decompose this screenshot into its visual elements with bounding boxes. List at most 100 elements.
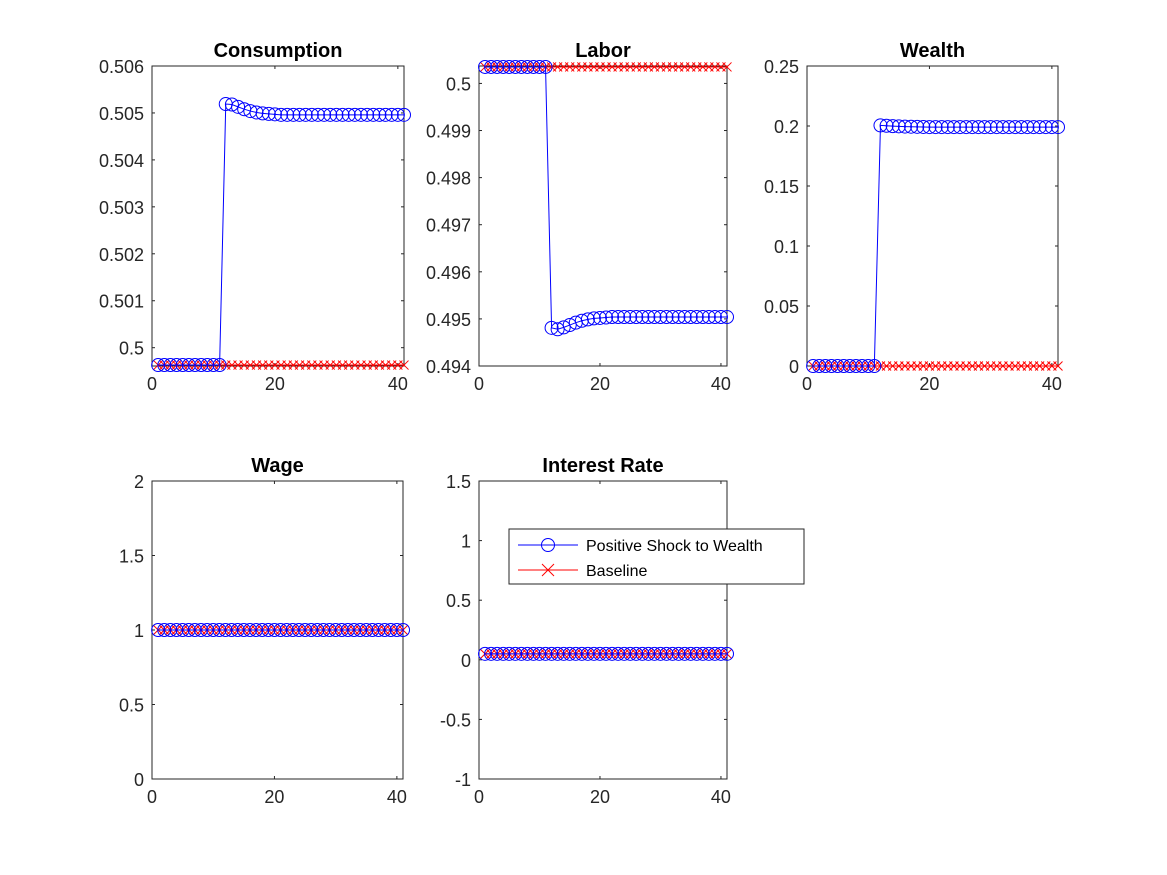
data-point-circle xyxy=(556,646,571,661)
data-point-circle xyxy=(701,310,716,325)
y-tick-label: 0.25 xyxy=(764,57,799,77)
data-point-circle xyxy=(629,310,644,325)
legend-marker-shock xyxy=(541,538,555,552)
data-point-circle xyxy=(580,646,595,661)
axes-box xyxy=(151,65,405,367)
series-shock xyxy=(151,623,410,637)
data-point-circle xyxy=(200,623,215,637)
data-point-circle xyxy=(169,358,184,373)
data-point-circle xyxy=(855,359,870,373)
data-point-circle xyxy=(1044,120,1059,135)
data-point-circle xyxy=(1038,120,1053,135)
data-point-circle xyxy=(605,310,620,325)
data-point-circle xyxy=(544,320,559,335)
data-point-circle xyxy=(720,310,734,325)
data-point-circle xyxy=(635,646,650,661)
data-point-circle xyxy=(163,623,178,637)
data-point-circle xyxy=(683,646,698,661)
x-tick-label: 20 xyxy=(590,374,610,394)
data-point-circle xyxy=(995,120,1010,135)
data-point-circle xyxy=(806,359,821,373)
data-point-circle xyxy=(897,119,912,134)
data-point-circle xyxy=(891,119,906,134)
y-tick-label: 1 xyxy=(134,621,144,641)
data-point-circle xyxy=(224,623,239,637)
data-point-circle xyxy=(484,59,499,74)
series-shock xyxy=(478,646,734,661)
series-baseline xyxy=(808,361,1063,371)
data-point-circle xyxy=(867,359,882,373)
data-point-circle xyxy=(1002,120,1017,135)
legend: Positive Shock to Wealth Baseline xyxy=(508,528,805,585)
y-tick-label: -1 xyxy=(455,770,471,790)
data-point-circle xyxy=(965,120,980,135)
y-tick-label: 0.504 xyxy=(99,151,144,171)
data-point-circle xyxy=(910,119,925,134)
data-point-circle xyxy=(304,623,319,637)
y-tick-label: 0 xyxy=(789,357,799,377)
data-point-circle xyxy=(496,59,511,74)
data-point-circle xyxy=(701,646,716,661)
data-point-circle xyxy=(904,119,919,134)
panel-title: Consumption xyxy=(214,40,343,62)
data-point-circle xyxy=(532,646,547,661)
x-tick-label: 0 xyxy=(147,374,157,394)
data-point-circle xyxy=(580,312,595,327)
x-tick-label: 40 xyxy=(387,787,407,807)
data-point-circle xyxy=(212,623,227,637)
data-point-circle xyxy=(193,623,208,637)
data-point-circle xyxy=(267,107,282,122)
data-point-circle xyxy=(1051,120,1065,135)
y-tick-label: 0.499 xyxy=(426,122,471,142)
series-shock xyxy=(478,59,734,337)
data-point-circle xyxy=(707,310,722,325)
data-point-circle xyxy=(285,623,300,637)
data-point-circle xyxy=(1008,120,1023,135)
data-point-circle xyxy=(861,359,876,373)
data-point-circle xyxy=(538,646,553,661)
data-point-circle xyxy=(586,311,601,326)
legend-label-shock: Positive Shock to Wealth xyxy=(586,538,763,555)
data-point-circle xyxy=(347,107,362,122)
y-tick-label: 0 xyxy=(461,651,471,671)
data-point-circle xyxy=(334,623,349,637)
data-point-circle xyxy=(490,59,505,74)
x-tick-label: 40 xyxy=(711,787,731,807)
data-point-circle xyxy=(353,623,368,637)
data-point-circle xyxy=(971,120,986,135)
y-tick-label: 0.5 xyxy=(446,74,471,94)
y-tick-label: 0.5 xyxy=(119,696,144,716)
data-point-circle xyxy=(206,358,221,373)
data-point-circle xyxy=(359,623,374,637)
data-point-circle xyxy=(212,358,227,373)
data-point-x xyxy=(1053,361,1063,371)
legend-marker-baseline xyxy=(541,563,555,577)
data-point-circle xyxy=(916,119,931,134)
data-point-circle xyxy=(181,623,196,637)
data-point-circle xyxy=(544,646,559,661)
data-point-circle xyxy=(206,623,221,637)
data-point-circle xyxy=(163,358,178,373)
data-point-circle xyxy=(347,623,362,637)
y-tick-label: 1.5 xyxy=(446,472,471,492)
data-point-circle xyxy=(824,359,839,373)
data-point-circle xyxy=(1014,120,1029,135)
data-point-circle xyxy=(378,107,393,122)
data-point-circle xyxy=(574,646,589,661)
data-point-circle xyxy=(194,358,209,373)
data-point-circle xyxy=(818,359,833,373)
data-point-circle xyxy=(397,107,411,122)
data-point-circle xyxy=(713,310,728,325)
panel-1: Labor 0 20 40 0.494 0.495 0.496 0.497 0.498 0.499… xyxy=(426,40,734,394)
data-point-circle xyxy=(556,320,571,335)
data-point-circle xyxy=(323,107,338,122)
data-point-circle xyxy=(659,646,674,661)
y-tick-label: 0.503 xyxy=(99,198,144,218)
data-point-circle xyxy=(677,310,692,325)
panel-0: Consumption 0 20 40 0.5 0.501 0.502 0.503 0.504 0… xyxy=(99,40,411,394)
y-tick-label: 0.494 xyxy=(426,357,471,377)
data-point-circle xyxy=(812,359,827,373)
data-point-circle xyxy=(677,646,692,661)
legend-box xyxy=(508,528,805,585)
